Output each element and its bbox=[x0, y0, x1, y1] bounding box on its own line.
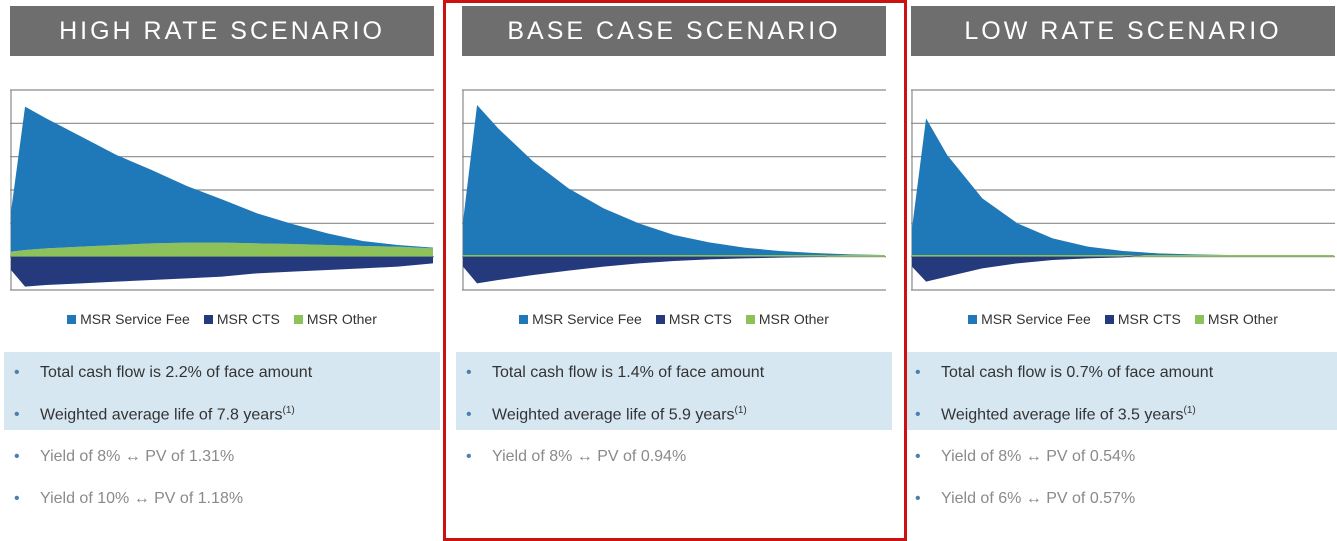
legend-label: MSR Other bbox=[758, 311, 829, 327]
legend: MSR Service Fee MSR CTS MSR Other bbox=[462, 311, 886, 327]
legend-label: MSR Other bbox=[306, 311, 377, 327]
bullet-list: Total cash flow is 0.7% of face amount We… bbox=[911, 352, 1335, 520]
panel-title: HIGH RATE SCENARIO bbox=[10, 6, 434, 56]
panel-title: LOW RATE SCENARIO bbox=[911, 6, 1335, 56]
panel-title: BASE CASE SCENARIO bbox=[462, 6, 886, 56]
bullet-text: Weighted average life of 7.8 years(1) bbox=[40, 405, 295, 424]
legend-label: MSR Service Fee bbox=[532, 311, 642, 327]
bullet-text: Yield of 8% ↔ PV of 0.54% bbox=[941, 448, 1136, 465]
legend-swatch bbox=[293, 314, 303, 324]
bullet-text: Yield of 6% ↔ PV of 0.57% bbox=[941, 490, 1136, 507]
area-0 bbox=[463, 105, 885, 255]
highlight-bullet: Weighted average life of 3.5 years(1) bbox=[911, 394, 1335, 436]
bullet-text: Yield of 10% ↔ PV of 1.18% bbox=[40, 490, 244, 507]
legend-swatch bbox=[1194, 314, 1204, 324]
note-bullet: Yield of 10% ↔ PV of 1.18% bbox=[10, 478, 434, 520]
area-0 bbox=[912, 118, 1334, 255]
bullet-text: Weighted average life of 3.5 years(1) bbox=[941, 405, 1196, 424]
area-2 bbox=[11, 242, 433, 257]
legend-label: MSR Service Fee bbox=[80, 311, 190, 327]
legend-item: MSR CTS bbox=[203, 311, 280, 327]
area-2 bbox=[463, 255, 885, 257]
area-1 bbox=[912, 253, 1334, 282]
footnote-mark: (1) bbox=[734, 405, 747, 417]
bullet-text: Weighted average life of 5.9 years(1) bbox=[492, 405, 747, 424]
scenario-panel: LOW RATE SCENARIO MSR Service Fee MSR CTS M… bbox=[905, 0, 1337, 540]
footnote-mark: (1) bbox=[1183, 405, 1196, 417]
chart bbox=[911, 89, 1335, 291]
legend-item: MSR Service Fee bbox=[519, 311, 642, 327]
footnote-mark: (1) bbox=[282, 405, 295, 417]
legend-swatch bbox=[655, 314, 665, 324]
legend-swatch bbox=[67, 314, 77, 324]
legend: MSR Service Fee MSR CTS MSR Other bbox=[10, 311, 434, 327]
bullet-list: Total cash flow is 1.4% of face amount We… bbox=[462, 352, 886, 478]
legend-label: MSR CTS bbox=[216, 311, 280, 327]
note-bullet: Yield of 6% ↔ PV of 0.57% bbox=[911, 478, 1335, 520]
bullet-text: Total cash flow is 1.4% of face amount bbox=[492, 364, 765, 381]
legend-item: MSR Service Fee bbox=[67, 311, 190, 327]
legend-swatch bbox=[203, 314, 213, 324]
highlight-bullet: Weighted average life of 7.8 years(1) bbox=[10, 394, 434, 436]
legend-label: MSR CTS bbox=[1117, 311, 1181, 327]
area-1 bbox=[11, 256, 433, 287]
legend: MSR Service Fee MSR CTS MSR Other bbox=[911, 311, 1335, 327]
highlight-bullet: Total cash flow is 1.4% of face amount bbox=[462, 352, 886, 394]
scenario-panel: BASE CASE SCENARIO MSR Service Fee MSR CTS… bbox=[456, 0, 892, 540]
highlight-bullet: Total cash flow is 2.2% of face amount bbox=[10, 352, 434, 394]
legend-label: MSR Service Fee bbox=[981, 311, 1091, 327]
bullet-text: Yield of 8% ↔ PV of 1.31% bbox=[40, 448, 235, 465]
area-2 bbox=[912, 255, 1334, 257]
bullet-list: Total cash flow is 2.2% of face amount We… bbox=[10, 352, 434, 520]
highlight-bullet: Total cash flow is 0.7% of face amount bbox=[911, 352, 1335, 394]
bullet-text: Total cash flow is 2.2% of face amount bbox=[40, 364, 313, 381]
legend-item: MSR CTS bbox=[1104, 311, 1181, 327]
legend-swatch bbox=[1104, 314, 1114, 324]
area-1 bbox=[463, 254, 885, 284]
scenario-panel: HIGH RATE SCENARIO MSR Service Fee MSR CTS… bbox=[4, 0, 440, 540]
chart bbox=[10, 89, 434, 291]
legend-label: MSR Other bbox=[1207, 311, 1278, 327]
note-bullet: Yield of 8% ↔ PV of 1.31% bbox=[10, 436, 434, 478]
bullet-text: Yield of 8% ↔ PV of 0.94% bbox=[492, 448, 687, 465]
legend-item: MSR Other bbox=[293, 311, 377, 327]
note-bullet: Yield of 8% ↔ PV of 0.94% bbox=[462, 436, 886, 478]
legend-label: MSR CTS bbox=[668, 311, 732, 327]
legend-item: MSR Other bbox=[1194, 311, 1278, 327]
legend-swatch bbox=[968, 314, 978, 324]
note-bullet: Yield of 8% ↔ PV of 0.54% bbox=[911, 436, 1335, 478]
legend-item: MSR CTS bbox=[655, 311, 732, 327]
bullet-text: Total cash flow is 0.7% of face amount bbox=[941, 364, 1214, 381]
legend-item: MSR Other bbox=[745, 311, 829, 327]
highlight-bullet: Weighted average life of 5.9 years(1) bbox=[462, 394, 886, 436]
legend-swatch bbox=[745, 314, 755, 324]
area-0 bbox=[11, 106, 433, 252]
legend-item: MSR Service Fee bbox=[968, 311, 1091, 327]
highlight-frame bbox=[443, 0, 907, 541]
chart bbox=[462, 89, 886, 291]
legend-swatch bbox=[519, 314, 529, 324]
